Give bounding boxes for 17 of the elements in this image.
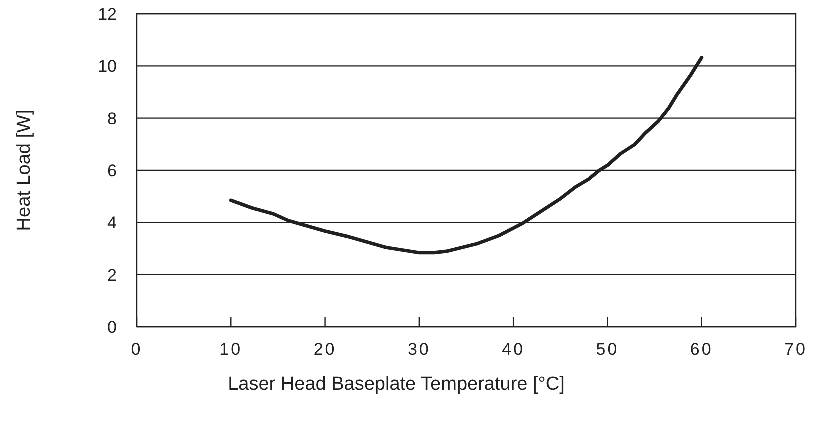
- x-tick-label: 70: [784, 340, 808, 359]
- y-tick-label: 8: [108, 109, 117, 128]
- y-tick-label: 6: [108, 162, 117, 180]
- x-tick-label: 20: [314, 340, 337, 359]
- x-tick-label: 10: [220, 340, 243, 359]
- y-tick-label: 0: [108, 318, 117, 337]
- x-tick-label: 0: [131, 340, 143, 359]
- x-axis-title: Laser Head Baseplate Temperature [°C]: [228, 374, 565, 395]
- x-tick-label: 30: [408, 340, 431, 359]
- y-axis-title: Heat Load [W]: [14, 110, 35, 232]
- y-tick-label: 4: [108, 214, 117, 233]
- y-tick-label: 2: [108, 266, 117, 285]
- x-tick-label: 50: [596, 340, 620, 359]
- y-tick-label: 10: [98, 57, 117, 76]
- y-tick-label: 12: [98, 5, 117, 24]
- x-tick-label: 40: [502, 340, 526, 359]
- x-tick-label: 60: [690, 340, 714, 359]
